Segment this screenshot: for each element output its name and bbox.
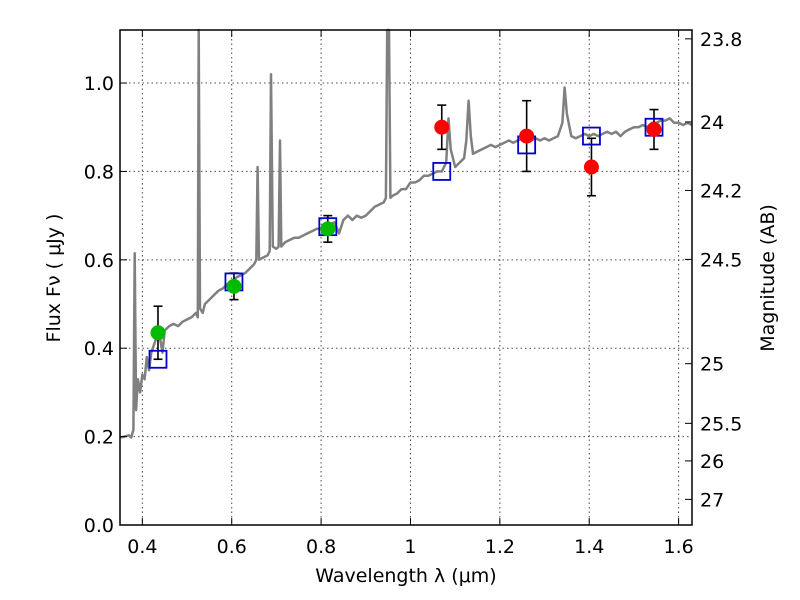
right-tick-label: 25 <box>700 354 724 376</box>
x-tick-label: 0.4 <box>127 536 157 558</box>
observed-points <box>150 119 662 341</box>
x-tick-label: 1.2 <box>485 536 515 558</box>
y-tick-label: 0.4 <box>84 338 114 360</box>
right-axis-label: Magnitude (AB) <box>757 204 779 352</box>
spectrum-line <box>119 28 693 439</box>
plot-frame <box>119 29 693 526</box>
x-tick-label: 0.6 <box>217 536 247 558</box>
model-square <box>582 126 601 146</box>
y-tick-label: 0.0 <box>84 515 114 537</box>
y-axis-label: Flux Fν ( μJy ) <box>43 214 65 343</box>
x-tick-label: 0.8 <box>306 536 336 558</box>
x-tick-label: 1.6 <box>663 536 693 558</box>
observed-point <box>226 278 242 294</box>
series <box>119 28 693 439</box>
observed-point <box>150 325 166 341</box>
grid <box>120 30 692 526</box>
observed-point <box>320 221 336 237</box>
right-tick-label: 24 <box>700 112 724 134</box>
right-tick-label: 27 <box>700 489 724 511</box>
y-tick-label: 1.0 <box>84 73 114 95</box>
observed-point <box>519 128 535 144</box>
observed-point <box>434 119 450 135</box>
right-tick-label: 24.5 <box>700 249 742 271</box>
right-tick-label: 23.8 <box>700 29 742 51</box>
template-spectrum-line <box>119 28 693 439</box>
x-tick-label: 1 <box>404 536 416 558</box>
right-tick-label: 24.2 <box>700 180 742 202</box>
y-tick-label: 0.8 <box>84 161 114 183</box>
observed-point <box>646 121 662 137</box>
ticks: 0.4 0.6 0.8 1 1.2 1.4 1.6 0.0 0.2 0.4 0.6 0.8 1.0 23.… <box>84 29 743 558</box>
right-tick-label: 26 <box>700 451 724 473</box>
x-axis-label: Wavelength λ (μm) <box>315 565 496 587</box>
observed-point <box>583 159 599 175</box>
y-tick-label: 0.2 <box>84 427 114 449</box>
right-tick-label: 25.5 <box>700 413 742 435</box>
model-squares <box>148 117 664 369</box>
model-square <box>148 349 168 369</box>
model-square <box>432 162 452 181</box>
x-tick-label: 1.4 <box>574 536 604 558</box>
y-tick-label: 0.6 <box>84 250 114 272</box>
